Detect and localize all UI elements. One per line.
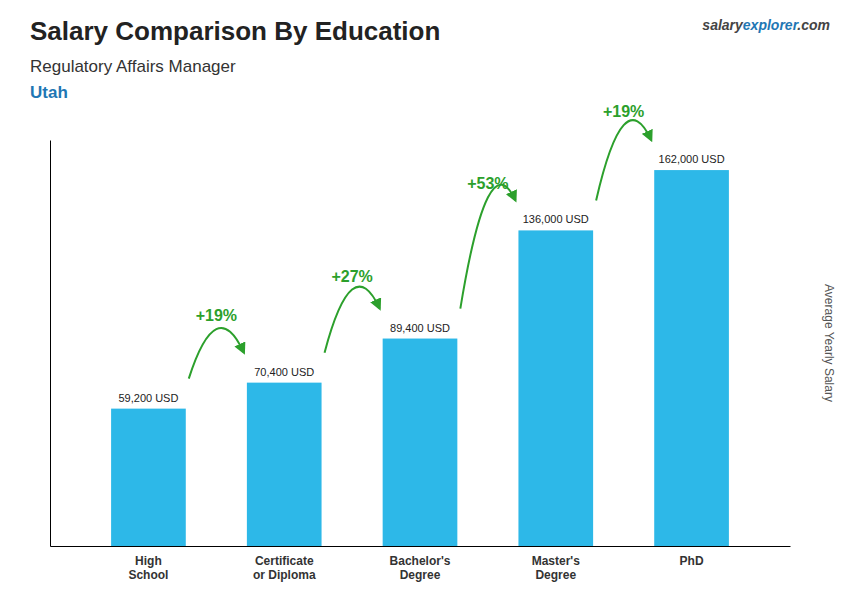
x-tick-label: Certificateor Diploma — [253, 554, 316, 582]
x-axis-line — [51, 546, 791, 547]
x-tick-label-line: Degree — [400, 568, 441, 582]
x-tick: Master'sDegree — [532, 554, 581, 582]
x-tick-label: Bachelor'sDegree — [390, 554, 451, 582]
y-axis-line — [50, 141, 51, 547]
change-arrow — [460, 185, 515, 309]
data-label: 89,400 USD — [390, 322, 450, 334]
data-label: 59,200 USD — [118, 392, 178, 404]
annotations: +19% +27% +53% +19% — [189, 103, 651, 378]
watermark-part: explorer — [743, 17, 800, 33]
x-tick-label-line: Certificate — [255, 554, 314, 568]
bar — [518, 230, 593, 546]
data-label: 70,400 USD — [254, 366, 314, 378]
chart: Salary Comparison By Education Regulatory… — [0, 0, 850, 606]
x-tick-label-line: School — [128, 568, 168, 582]
change-label: +27% — [331, 268, 372, 285]
bars — [111, 170, 729, 546]
y-axis-title: Average Yearly Salary — [822, 284, 836, 402]
change-arrow — [189, 328, 244, 379]
x-tick-label-line: or Diploma — [253, 568, 316, 582]
x-tick: PhD — [680, 554, 704, 568]
x-tick-label: PhD — [680, 554, 704, 568]
x-tick: Bachelor'sDegree — [390, 554, 451, 582]
watermark-part: salary — [702, 17, 744, 33]
watermark: salaryexplorer.com — [702, 17, 830, 33]
change-label: +53% — [467, 175, 508, 192]
data-labels: 59,200 USD 70,400 USD 89,400 USD 136,000 US… — [118, 153, 724, 404]
x-tick-label: Master'sDegree — [532, 554, 581, 582]
bar — [111, 409, 186, 546]
x-tick: Certificateor Diploma — [253, 554, 316, 582]
x-tick-label-line: Bachelor's — [390, 554, 451, 568]
bar — [247, 383, 322, 546]
x-tick-label-line: Degree — [535, 568, 576, 582]
title: Salary Comparison By Education — [30, 16, 440, 46]
x-tick-label-line: PhD — [680, 554, 704, 568]
x-tick-label: HighSchool — [128, 554, 168, 582]
location: Utah — [30, 83, 68, 102]
x-tick-label-line: Master's — [532, 554, 581, 568]
bar — [654, 170, 729, 546]
y-axis — [50, 141, 51, 547]
watermark-part: .com — [797, 17, 830, 33]
x-tick: HighSchool — [128, 554, 168, 582]
data-label: 136,000 USD — [523, 213, 589, 225]
subtitle: Regulatory Affairs Manager — [30, 57, 236, 76]
change-arrow — [325, 287, 380, 353]
x-axis: HighSchool Certificateor Diploma Bachelor'… — [51, 547, 791, 582]
bar — [383, 339, 458, 546]
data-label: 162,000 USD — [659, 153, 725, 165]
change-arrow — [596, 120, 651, 200]
change-label: +19% — [196, 307, 237, 324]
x-tick-label-line: High — [135, 554, 162, 568]
change-label: +19% — [603, 103, 644, 120]
